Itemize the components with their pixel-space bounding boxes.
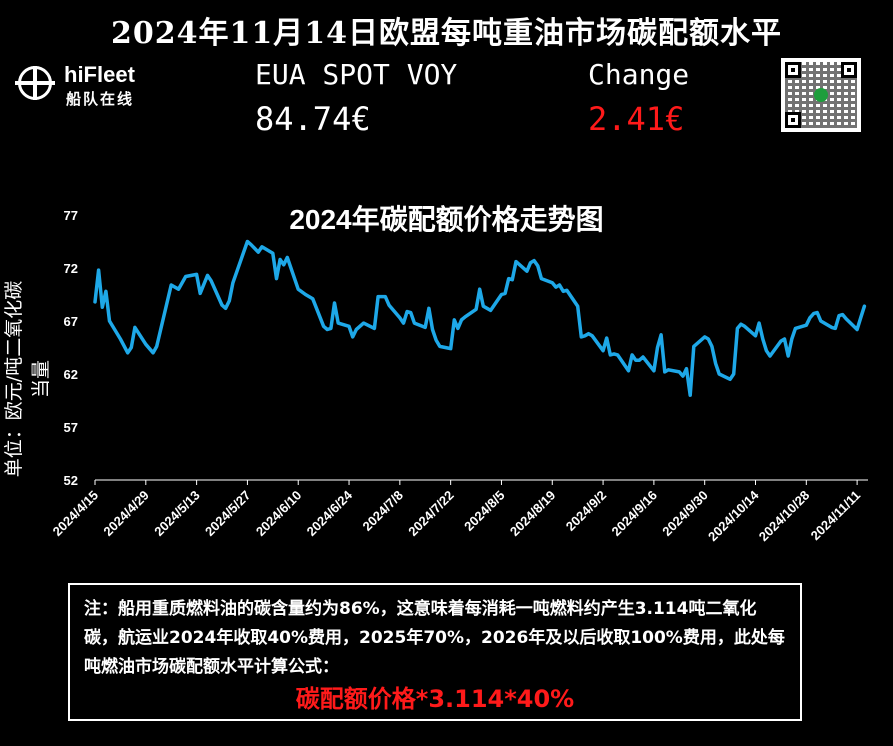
x-tick-label: 2024/9/16	[608, 488, 660, 540]
ticker-change-label: Change	[588, 58, 690, 91]
logo-name: hiFleet	[64, 62, 135, 87]
note-text: 注：船用重质燃料油的碳含量约为86%，这意味着每消耗一吨燃料约产生3.114吨二…	[84, 599, 785, 677]
x-tick-label: 2024/6/10	[253, 488, 305, 540]
qr-eye-top-right	[841, 62, 857, 78]
y-tick-label: 52	[64, 473, 78, 488]
qr-eye-bottom-left	[785, 112, 801, 128]
qr-code-icon	[781, 58, 861, 132]
x-tick-label: 2024/4/29	[100, 488, 152, 540]
y-tick-label: 57	[64, 420, 78, 435]
x-tick-label: 2024/7/8	[360, 488, 406, 534]
ticker-price: 84.74€	[255, 100, 371, 138]
page-title: 2024年11月14日欧盟每吨重油市场碳配额水平	[111, 16, 782, 51]
ticker-label: EUA SPOT VOY	[255, 58, 458, 91]
x-tick-label: 2024/8/5	[461, 488, 507, 534]
qr-eye-top-left	[785, 62, 801, 78]
y-axis-label: 单位：欧元/吨二氧化碳当量	[3, 280, 52, 478]
x-tick-label: 2024/7/22	[405, 488, 457, 540]
y-tick-label: 77	[64, 208, 78, 223]
x-tick-label: 2024/8/19	[507, 488, 559, 540]
x-tick-label: 2024/9/30	[659, 488, 711, 540]
hifleet-logo: hiFleet 船队在线	[15, 62, 178, 112]
x-tick-label: 2024/5/13	[151, 488, 203, 540]
note-box: 注：船用重质燃料油的碳含量约为86%，这意味着每消耗一吨燃料约产生3.114吨二…	[68, 583, 802, 721]
x-tick-label: 2024/6/24	[304, 487, 356, 539]
x-tick-label: 2024/9/2	[563, 488, 609, 534]
ticker-change-value: 2.41€	[588, 100, 685, 138]
formula: 碳配额价格*3.114*40%	[295, 685, 575, 713]
price-series-line	[93, 239, 867, 397]
logo-subtitle: 船队在线	[66, 90, 135, 108]
x-tick-label: 2024/4/15	[50, 488, 102, 540]
ship-wheel-icon	[15, 66, 55, 100]
x-tick-label: 2024/10/14	[705, 487, 762, 544]
y-tick-label: 72	[64, 261, 78, 276]
x-tick-label: 2024/5/27	[202, 488, 254, 540]
x-tick-label: 2024/10/28	[756, 488, 813, 545]
qr-center-logo	[814, 88, 828, 102]
chart-title: 2024年碳配额价格走势图	[289, 204, 604, 235]
x-tick-label: 2024/11/11	[808, 488, 864, 544]
y-tick-label: 67	[64, 314, 78, 329]
y-tick-label: 62	[64, 367, 78, 382]
